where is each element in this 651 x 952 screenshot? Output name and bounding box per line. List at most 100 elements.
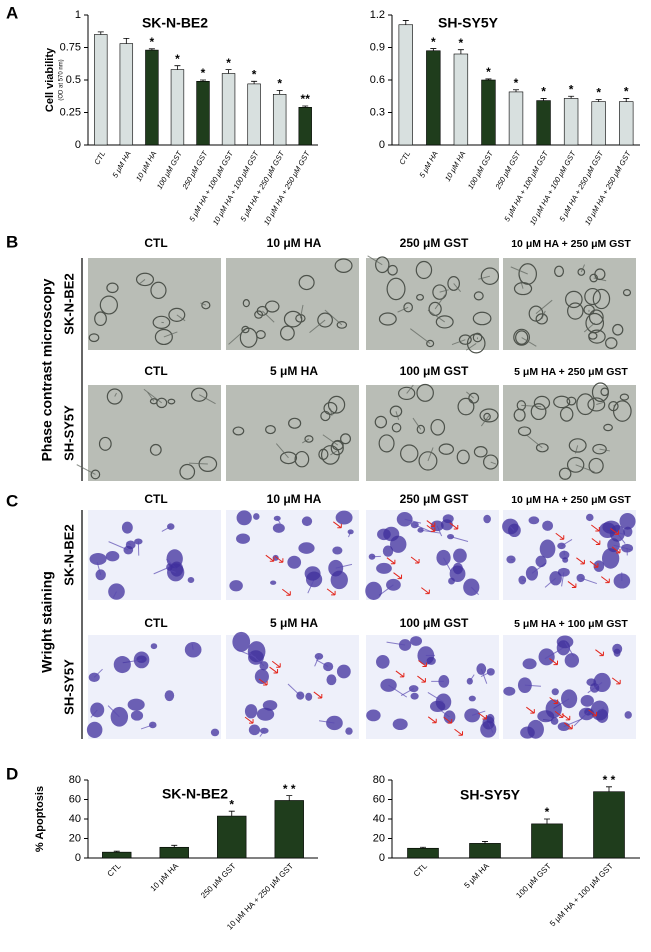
cell <box>535 555 547 568</box>
y-axis-note: (OD at 570 nm) <box>59 59 65 100</box>
neurite <box>329 408 333 417</box>
neurite <box>427 309 446 323</box>
cell <box>210 728 220 737</box>
chart-title: SH-SY5Y <box>438 15 499 31</box>
neurite <box>406 384 414 394</box>
bar <box>591 101 606 146</box>
cell <box>535 313 548 325</box>
x-tick-label: 250 μM GST <box>199 861 238 900</box>
cell <box>533 395 551 410</box>
x-tick-label: 5 μM HA + 100 μM GST <box>548 861 615 928</box>
panel-label: A <box>6 3 18 22</box>
error-bar <box>276 90 283 95</box>
error-bar <box>540 98 547 101</box>
cell <box>566 396 577 406</box>
bar <box>170 69 185 146</box>
neurite <box>307 579 315 594</box>
arrow <box>410 556 420 564</box>
cell <box>190 387 208 402</box>
error-bar <box>148 48 155 51</box>
cell <box>88 333 100 343</box>
y-tick-label: 0.6 <box>370 74 385 86</box>
neurite <box>450 536 469 542</box>
cell <box>400 444 419 463</box>
cell <box>236 533 250 544</box>
y-tick-label: 20 <box>69 832 81 844</box>
error-bar <box>251 80 258 84</box>
cell <box>167 398 176 405</box>
neurite <box>521 404 542 408</box>
cell <box>90 469 101 480</box>
significance-mark: * <box>459 36 464 50</box>
cell <box>135 272 155 287</box>
significance-mark: * <box>277 77 282 91</box>
neurite <box>302 438 310 444</box>
column-header: 5 μM HA <box>270 364 318 378</box>
x-tick-label: 10 μM HA <box>443 149 467 182</box>
neurite <box>599 707 605 711</box>
arrow <box>454 728 464 736</box>
column-header: CTL <box>144 616 167 630</box>
y-tick-label: 40 <box>69 813 81 825</box>
cell <box>232 631 251 652</box>
neurite <box>388 684 408 698</box>
cell <box>345 727 353 735</box>
significance-mark: * <box>150 35 155 49</box>
cell <box>380 678 397 692</box>
cell <box>154 328 173 346</box>
cell <box>520 726 535 739</box>
neurite <box>386 641 406 646</box>
cell <box>592 443 607 455</box>
cell <box>368 553 376 560</box>
bar <box>531 823 563 859</box>
significance-mark: ** <box>301 92 311 106</box>
x-tick-label: CTL <box>397 149 412 166</box>
cell <box>564 653 580 668</box>
micrograph <box>226 258 359 350</box>
cell <box>567 302 584 320</box>
cell <box>152 315 171 329</box>
neurite <box>580 577 598 585</box>
cell <box>99 295 119 315</box>
cell <box>301 516 313 527</box>
bar <box>508 91 524 146</box>
cell <box>593 560 605 572</box>
cell <box>150 643 158 650</box>
arrow <box>271 660 281 668</box>
bar <box>407 847 439 859</box>
neurite <box>96 562 102 575</box>
error-bar <box>171 844 178 848</box>
neurite <box>299 304 304 319</box>
row-label: SK-N-BE2 <box>61 273 76 334</box>
cell <box>378 312 397 326</box>
cell <box>187 576 195 584</box>
error-bar <box>513 89 519 92</box>
neurite <box>427 447 434 462</box>
y-tick-label: 80 <box>69 774 81 786</box>
cell <box>365 581 383 600</box>
cell <box>468 392 480 404</box>
cell <box>256 707 275 721</box>
significance-mark: * <box>229 797 234 811</box>
arrow <box>393 572 403 580</box>
x-tick-label: 5 μM HA <box>110 149 132 179</box>
neurite <box>535 299 553 314</box>
cell <box>410 636 423 646</box>
cell <box>184 642 202 658</box>
neurite <box>198 394 216 405</box>
cell <box>374 415 388 429</box>
cell <box>517 677 532 694</box>
error-bar <box>595 99 602 102</box>
cell <box>376 562 392 574</box>
neurite <box>330 449 340 456</box>
bar <box>145 49 159 146</box>
neurite <box>575 464 595 473</box>
significance-mark: * <box>175 52 180 66</box>
cell <box>327 395 346 414</box>
arrow <box>600 576 610 584</box>
cell <box>236 510 252 526</box>
neurite <box>138 279 146 285</box>
cell <box>403 302 413 313</box>
cell <box>558 467 572 480</box>
arrow <box>386 557 396 565</box>
